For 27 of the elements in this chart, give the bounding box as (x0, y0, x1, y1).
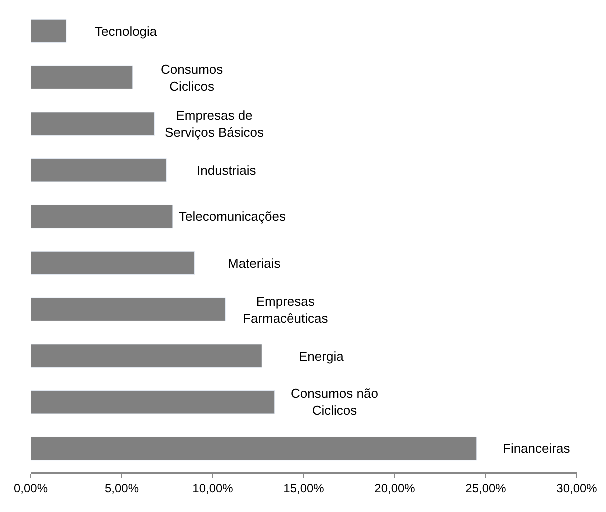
x-tick-label: 20,00% (374, 481, 416, 496)
y-tick-label: Empresas Farmacêuticas (243, 294, 329, 326)
bar (31, 66, 134, 90)
y-tick-label: Financeiras (503, 441, 571, 456)
x-tick-label: 30,00% (556, 481, 598, 496)
bar (31, 344, 262, 368)
bar (31, 390, 276, 414)
x-tick-label: 25,00% (466, 481, 507, 496)
y-tick-label: Energia (299, 349, 345, 364)
bar (31, 436, 478, 461)
x-tick-label: 10,00% (192, 481, 234, 496)
x-tick-label: 5,00% (104, 481, 140, 496)
y-tick-label: Consumos não Ciclicos (291, 386, 378, 418)
x-tick-label: 15,00% (284, 481, 325, 496)
y-tick-label: Consumos Ciclicos (161, 62, 224, 94)
bar (31, 19, 67, 44)
bar (31, 251, 196, 276)
y-tick-label: Industriais (197, 163, 257, 178)
bar (31, 112, 156, 136)
y-tick-label: Materiais (228, 256, 282, 271)
y-tick-label: Tecnologia (95, 24, 158, 39)
y-tick-label: Empresas de Serviços Básicos (165, 108, 264, 140)
x-tick-label: 0,00% (14, 481, 48, 496)
bar (31, 298, 226, 322)
bar (31, 204, 174, 229)
bar (31, 158, 167, 182)
y-tick-label: Telecomunicações (179, 209, 286, 224)
